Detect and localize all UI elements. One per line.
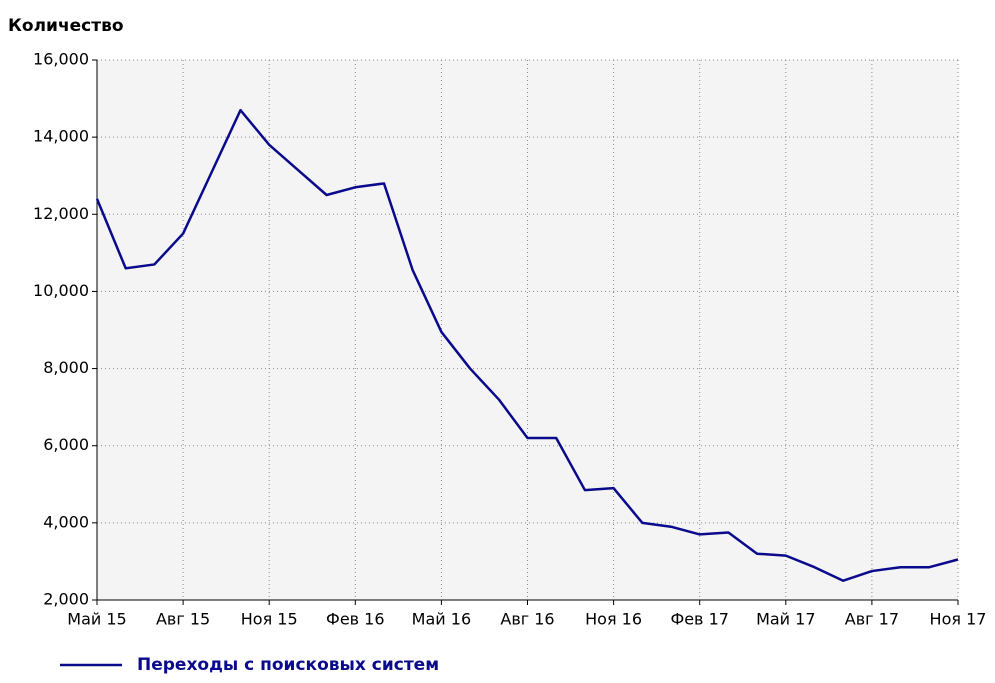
y-tick-label: 6,000 — [43, 435, 89, 454]
series-line — [95, 108, 959, 582]
x-tick-label: Авг 16 — [500, 610, 554, 629]
legend-text: Переходы с поисковых систем — [137, 655, 439, 675]
x-tick-label: Фев 16 — [326, 610, 385, 629]
y-tick-label: 2,000 — [43, 590, 89, 609]
x-tick-label: Май 17 — [756, 610, 815, 629]
y-tick-label: 10,000 — [33, 281, 89, 300]
y-tick-label: 4,000 — [43, 512, 89, 531]
y-tick-label: 8,000 — [43, 358, 89, 377]
x-tick-label: Ноя 16 — [585, 610, 642, 629]
y-tick-label: 12,000 — [33, 204, 89, 223]
plot-area — [97, 60, 958, 600]
x-tick-label: Май 15 — [67, 610, 126, 629]
x-tick-label: Авг 15 — [156, 610, 210, 629]
y-tick-label: 16,000 — [33, 50, 89, 69]
chart-title: Количество — [8, 16, 124, 36]
x-tick-label: Май 16 — [412, 610, 471, 629]
x-tick-label: Ноя 17 — [930, 610, 987, 629]
x-tick-label: Авг 17 — [845, 610, 899, 629]
x-tick-label: Фев 17 — [670, 610, 729, 629]
x-tick-label: Ноя 15 — [241, 610, 298, 629]
y-tick-label: 14,000 — [33, 127, 89, 146]
